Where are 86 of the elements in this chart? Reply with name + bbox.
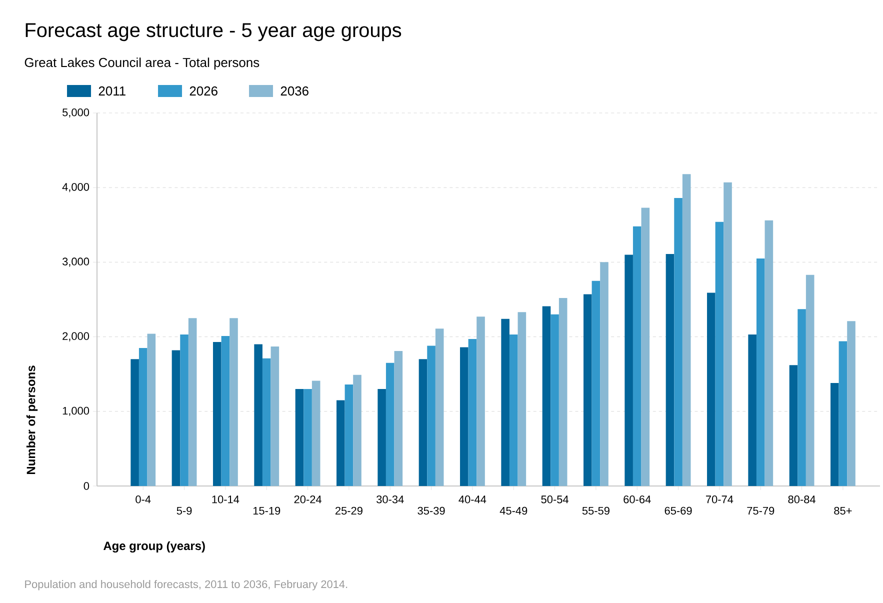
- x-tick-label: 0-4: [136, 496, 151, 504]
- bar: [435, 328, 444, 486]
- bar: [509, 334, 518, 486]
- bar: [130, 359, 139, 486]
- bar: [666, 254, 674, 486]
- x-tick-label: 70-74: [706, 496, 734, 504]
- x-tick-label: 40-44: [458, 496, 486, 504]
- bar: [764, 220, 774, 486]
- bar: [172, 350, 180, 486]
- chart-title: Forecast age structure - 5 year age groups: [26, 23, 402, 42]
- bar: [353, 374, 362, 486]
- bar: [756, 258, 765, 486]
- x-tick-label: 20-24: [294, 496, 322, 504]
- bar: [830, 383, 839, 486]
- x-tick-label: 45-49: [500, 506, 528, 515]
- bar: [584, 294, 592, 486]
- x-tick-label: 35-39: [418, 506, 445, 515]
- y-tick-label: 0: [84, 482, 90, 490]
- bar: [378, 389, 386, 486]
- bar: [558, 298, 568, 486]
- x-tick-label: 50-54: [541, 496, 568, 504]
- bar: [518, 312, 526, 486]
- bar: [632, 226, 642, 486]
- bar: [213, 342, 222, 486]
- text: Population and household forecasts, 2011 to 2036, February 2014.: [25, 580, 348, 590]
- bar: [180, 334, 188, 486]
- bar: [789, 365, 798, 486]
- bar: [847, 321, 856, 486]
- bar: [542, 306, 551, 486]
- x-tick-label: 15-19: [253, 506, 280, 515]
- bar: [682, 174, 691, 486]
- bar: [707, 292, 716, 486]
- legend-label: 2011: [98, 86, 126, 96]
- legend-label: 2036: [280, 86, 308, 96]
- x-tick-label: 55-59: [582, 506, 610, 515]
- bar: [724, 182, 732, 486]
- y-tick-label: 2,000: [62, 332, 90, 342]
- x-tick-label: 25-29: [335, 506, 362, 515]
- bar: [806, 274, 814, 486]
- bar: [468, 339, 477, 486]
- y-tick-label: 5,000: [62, 108, 90, 118]
- bar: [254, 344, 262, 486]
- x-tick-label: 60-64: [624, 496, 651, 504]
- bar: [427, 346, 436, 486]
- bar: [336, 400, 345, 486]
- y-tick-label: 3,000: [62, 258, 90, 267]
- x-tick-label: 5-9: [176, 506, 192, 515]
- bar: [295, 389, 304, 486]
- bar: [592, 280, 600, 486]
- x-tick-label: 30-34: [376, 496, 404, 504]
- bar: [624, 254, 633, 486]
- bar: [550, 314, 559, 486]
- bar: [312, 380, 320, 486]
- bar: [501, 318, 510, 486]
- bar: [838, 341, 848, 486]
- bar: [600, 262, 608, 486]
- x-tick-label: 75-79: [747, 506, 774, 515]
- bar: [641, 208, 650, 486]
- bar: [394, 350, 403, 486]
- y-tick-label: 1,000: [62, 406, 90, 416]
- bar: [188, 318, 197, 486]
- x-tick-label: 85+: [834, 506, 852, 515]
- legend-label: 2026: [190, 86, 218, 96]
- x-axis-title: Age group (years): [104, 541, 205, 553]
- bar: [460, 347, 468, 486]
- y-axis-title: Number of persons: [26, 366, 38, 474]
- x-tick-label: 80-84: [788, 496, 816, 504]
- chart-subtitle: Great Lakes Council area - Total persons: [24, 58, 260, 70]
- bar: [304, 389, 312, 486]
- bar: [221, 336, 230, 486]
- bar: [230, 318, 238, 486]
- bar: [798, 309, 806, 486]
- bar: [386, 362, 394, 486]
- bar: [262, 358, 271, 486]
- x-tick-label: 65-69: [664, 506, 692, 515]
- bar: [270, 346, 280, 486]
- bar: [147, 334, 156, 486]
- bar: [418, 359, 428, 486]
- bar: [138, 348, 148, 486]
- bar: [476, 316, 485, 486]
- bar: [748, 334, 756, 486]
- bar: [344, 384, 354, 486]
- bar: [674, 198, 682, 486]
- y-tick-label: 4,000: [62, 183, 90, 192]
- x-tick-label: 10-14: [212, 496, 240, 504]
- bar: [715, 222, 724, 486]
